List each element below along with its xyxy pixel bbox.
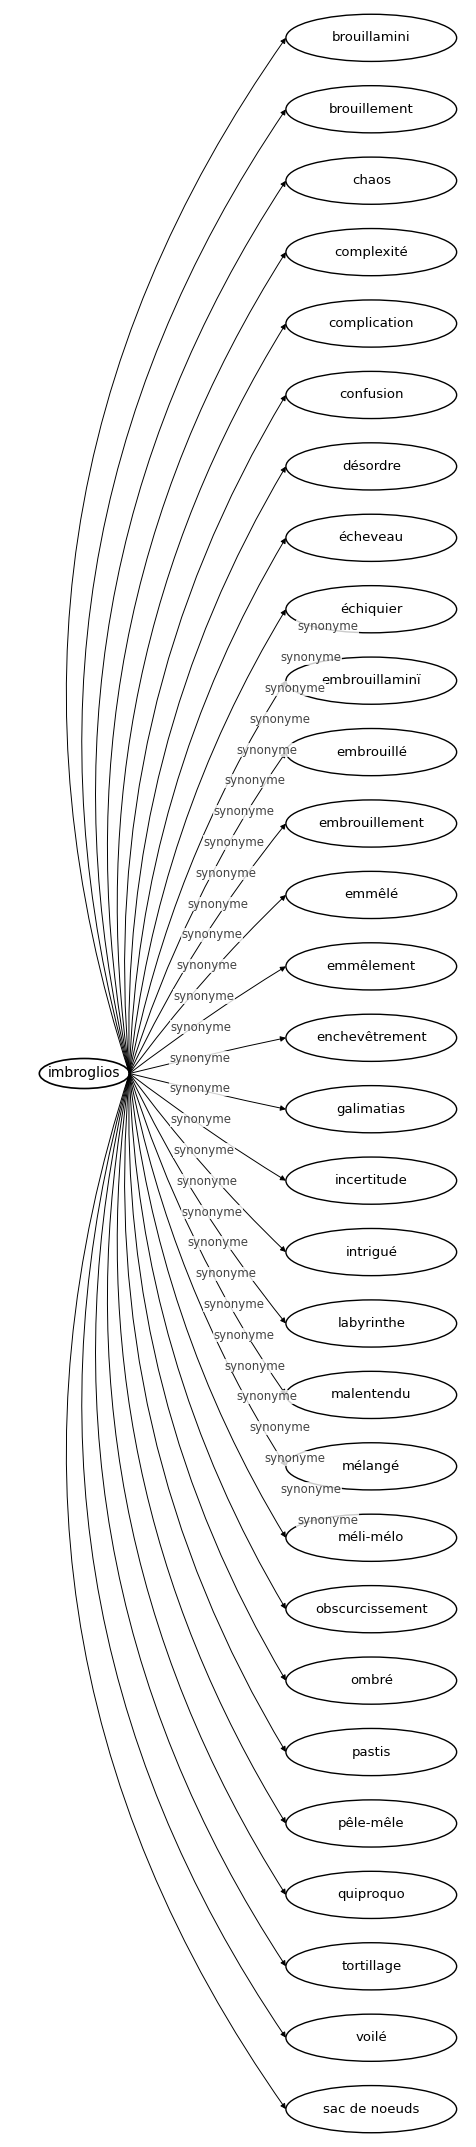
- FancyArrowPatch shape: [129, 1074, 285, 1679]
- Text: synonyme: synonyme: [203, 835, 264, 848]
- Text: ombré: ombré: [349, 1675, 392, 1688]
- Text: enchevêtrement: enchevêtrement: [315, 1031, 426, 1043]
- Text: synonyme: synonyme: [236, 1391, 297, 1404]
- FancyArrowPatch shape: [129, 539, 285, 1074]
- Text: galimatias: galimatias: [336, 1104, 405, 1116]
- FancyArrowPatch shape: [66, 1074, 285, 2108]
- Text: labyrinthe: labyrinthe: [337, 1316, 405, 1329]
- FancyArrowPatch shape: [117, 1074, 285, 1823]
- Text: tortillage: tortillage: [340, 1960, 401, 1973]
- Text: incertitude: incertitude: [334, 1174, 407, 1187]
- FancyArrowPatch shape: [129, 1074, 285, 1466]
- Text: échiquier: échiquier: [339, 603, 402, 616]
- Text: écheveau: écheveau: [338, 530, 403, 545]
- Text: synonyme: synonyme: [264, 1451, 325, 1464]
- Text: synonyme: synonyme: [296, 1514, 357, 1527]
- FancyArrowPatch shape: [129, 681, 285, 1074]
- Text: synonyme: synonyme: [296, 620, 357, 633]
- Text: embrouillaminï: embrouillaminï: [321, 674, 420, 687]
- FancyArrowPatch shape: [129, 1074, 285, 1323]
- Text: chaos: chaos: [351, 174, 390, 187]
- Text: pastis: pastis: [351, 1746, 390, 1758]
- Text: synonyme: synonyme: [224, 1359, 285, 1372]
- FancyArrowPatch shape: [129, 1074, 285, 1608]
- Text: malentendu: malentendu: [330, 1389, 411, 1402]
- Text: confusion: confusion: [338, 389, 403, 401]
- Text: brouillamini: brouillamini: [331, 32, 410, 45]
- Text: imbroglios: imbroglios: [48, 1067, 120, 1080]
- Text: synonyme: synonyme: [195, 867, 256, 880]
- FancyArrowPatch shape: [129, 824, 285, 1074]
- Text: synonyme: synonyme: [249, 1421, 310, 1434]
- FancyArrowPatch shape: [129, 610, 285, 1074]
- Text: quiproquo: quiproquo: [337, 1889, 404, 1902]
- FancyArrowPatch shape: [95, 1074, 285, 1965]
- FancyArrowPatch shape: [129, 1074, 285, 1393]
- Text: synonyme: synonyme: [279, 1484, 340, 1496]
- Text: synonyme: synonyme: [173, 990, 234, 1003]
- Text: emmêlement: emmêlement: [326, 960, 415, 973]
- Text: synonyme: synonyme: [170, 1112, 231, 1127]
- FancyArrowPatch shape: [129, 1037, 284, 1074]
- Text: synonyme: synonyme: [195, 1267, 256, 1280]
- Text: synonyme: synonyme: [188, 1237, 248, 1250]
- FancyArrowPatch shape: [107, 253, 285, 1074]
- Text: synonyme: synonyme: [169, 1082, 230, 1095]
- Text: voilé: voilé: [355, 2031, 387, 2044]
- Text: synonyme: synonyme: [169, 1052, 230, 1065]
- Text: complication: complication: [328, 318, 413, 331]
- Text: méli-mélo: méli-mélo: [337, 1531, 404, 1544]
- FancyArrowPatch shape: [81, 1074, 285, 2038]
- Text: synonyme: synonyme: [279, 651, 340, 663]
- Text: synonyme: synonyme: [236, 743, 297, 756]
- Text: synonyme: synonyme: [224, 775, 285, 788]
- FancyArrowPatch shape: [129, 754, 285, 1074]
- FancyArrowPatch shape: [129, 1074, 285, 1537]
- FancyArrowPatch shape: [129, 895, 285, 1074]
- Text: synonyme: synonyme: [170, 1020, 231, 1035]
- Text: synonyme: synonyme: [264, 683, 325, 696]
- FancyArrowPatch shape: [95, 182, 285, 1074]
- FancyArrowPatch shape: [129, 1074, 284, 1181]
- Text: embrouillement: embrouillement: [317, 818, 423, 831]
- Text: pêle-mêle: pêle-mêle: [337, 1816, 404, 1829]
- Text: sac de noeuds: sac de noeuds: [322, 2102, 418, 2115]
- Text: mélangé: mélangé: [341, 1460, 399, 1473]
- Text: obscurcissement: obscurcissement: [314, 1602, 426, 1617]
- FancyArrowPatch shape: [129, 468, 285, 1074]
- FancyArrowPatch shape: [124, 395, 285, 1074]
- FancyArrowPatch shape: [129, 966, 284, 1074]
- Text: synonyme: synonyme: [203, 1299, 264, 1312]
- Text: embrouillé: embrouillé: [335, 745, 406, 758]
- FancyArrowPatch shape: [129, 1074, 284, 1110]
- Text: désordre: désordre: [341, 459, 400, 472]
- FancyArrowPatch shape: [124, 1074, 285, 1752]
- Text: emmêlé: emmêlé: [344, 889, 397, 902]
- Text: synonyme: synonyme: [173, 1144, 234, 1157]
- Text: complexité: complexité: [334, 245, 407, 258]
- FancyArrowPatch shape: [66, 39, 285, 1074]
- Text: synonyme: synonyme: [177, 960, 237, 973]
- Text: intrigué: intrigué: [345, 1245, 397, 1258]
- Text: synonyme: synonyme: [213, 1329, 274, 1342]
- FancyArrowPatch shape: [129, 1074, 285, 1252]
- Text: synonyme: synonyme: [213, 805, 274, 818]
- Text: synonyme: synonyme: [177, 1174, 237, 1187]
- Text: synonyme: synonyme: [188, 897, 248, 910]
- Text: synonyme: synonyme: [249, 713, 310, 726]
- Text: synonyme: synonyme: [181, 928, 242, 940]
- FancyArrowPatch shape: [81, 109, 285, 1074]
- FancyArrowPatch shape: [107, 1074, 285, 1894]
- Text: brouillement: brouillement: [328, 103, 413, 116]
- Text: synonyme: synonyme: [181, 1207, 242, 1219]
- FancyArrowPatch shape: [117, 324, 285, 1074]
